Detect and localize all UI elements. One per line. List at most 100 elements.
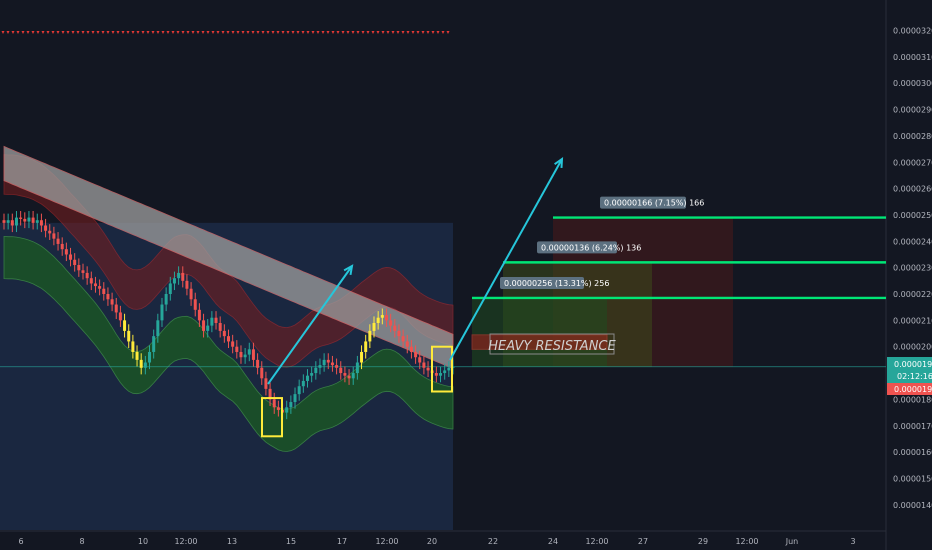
candle-body [93,283,97,287]
candle-body [360,351,364,363]
trend-arrow [449,158,563,361]
time-tick-label: 12:00 [735,537,758,546]
candle-body [44,225,48,231]
candle-body [39,220,43,226]
signal-marker [96,31,100,34]
signal-marker [16,31,20,34]
candle-body [401,336,405,342]
candle-body [260,367,264,379]
signal-marker [71,31,75,34]
signal-marker [1,31,5,34]
candle-body [443,370,447,374]
candle-body [69,254,73,260]
signal-marker [231,31,235,34]
signal-marker [121,31,125,34]
target-label-box [500,276,584,289]
signal-marker [321,31,325,34]
candle-body [19,217,23,219]
candle-body [131,341,135,352]
signal-marker [211,31,215,34]
price-tick-label: 0.00002000 [893,343,932,352]
candle-body [335,365,339,368]
candle-body [251,349,255,360]
signal-marker [261,31,265,34]
candle-body [14,217,18,226]
signal-marker [111,31,115,34]
price-tick-label: 0.00002800 [893,132,932,141]
resistance-label-box[interactable] [489,333,615,355]
time-tick-label: 13 [227,537,237,546]
candle-body [314,367,318,374]
candle-body [276,407,280,410]
signal-marker [21,31,25,34]
target-label-box [537,241,617,254]
signal-marker [176,31,180,34]
signal-marker [431,31,435,34]
signal-marker [301,31,305,34]
current-price-badge [887,357,932,383]
price-tick-label: 0.00002700 [893,158,932,167]
candle-body [181,272,185,281]
target-zone [472,297,607,367]
candle-body [185,280,189,289]
target-label-box [600,196,686,209]
candle-body [110,299,114,305]
signal-marker [221,31,225,34]
price-tick-label: 0.00003100 [893,53,932,62]
signal-marker [446,31,450,34]
candle-body [434,373,438,376]
candle-body [81,270,85,273]
time-tick-label: 27 [638,537,648,546]
price-tick-label: 0.00002200 [893,290,932,299]
candle-body [73,259,77,266]
candle-body [77,265,81,271]
signal-marker [141,31,145,34]
signal-marker [316,31,320,34]
candle-body [6,220,10,223]
signal-marker [31,31,35,34]
signal-marker [436,31,440,34]
candle-body [168,283,172,294]
time-tick-label: 22 [488,537,498,546]
price-tick-label: 0.00001600 [893,448,932,457]
signal-marker [416,31,420,34]
signal-marker [106,31,110,34]
time-tick-label: 8 [79,537,84,546]
resistance-zone [471,334,608,350]
candle-body [139,359,143,368]
candle-body [56,238,60,244]
candle-body [106,294,110,300]
candle-body [118,312,122,321]
candle-body [297,386,301,395]
signal-marker [216,31,220,34]
signal-marker [181,31,185,34]
candle-body [172,278,176,284]
time-tick-label: 20 [427,537,437,546]
candle-body [364,341,368,352]
signal-marker [46,31,50,34]
axes: 0.00003200 0.00003100 0.00003000 0.00002900… [18,27,932,547]
candle-body [160,304,164,321]
candle-body [243,354,247,358]
candle-body [89,278,93,284]
time-tick-label: 17 [337,537,347,546]
time-tick-label: 12:00 [174,537,197,546]
signal-marker [276,31,280,34]
candle-body [272,399,276,408]
signal-marker [346,31,350,34]
resistance-label: HEAVY RESISTANCE [488,339,616,354]
candle-body [405,341,409,347]
countdown-text: 02:12:16 [897,372,932,381]
candle-body [285,407,289,413]
signal-marker [36,31,40,34]
candle-body [156,320,160,337]
price-tick-label: 0.00002400 [893,237,932,246]
signal-marker [281,31,285,34]
price-tick-label: 0.00001800 [893,395,932,404]
candle-body [305,375,309,381]
signal-marker [151,31,155,34]
signal-marker [166,31,170,34]
candle-body [164,294,168,305]
target-label-text: 0.00000256 (13.31%) 256 [504,279,609,288]
